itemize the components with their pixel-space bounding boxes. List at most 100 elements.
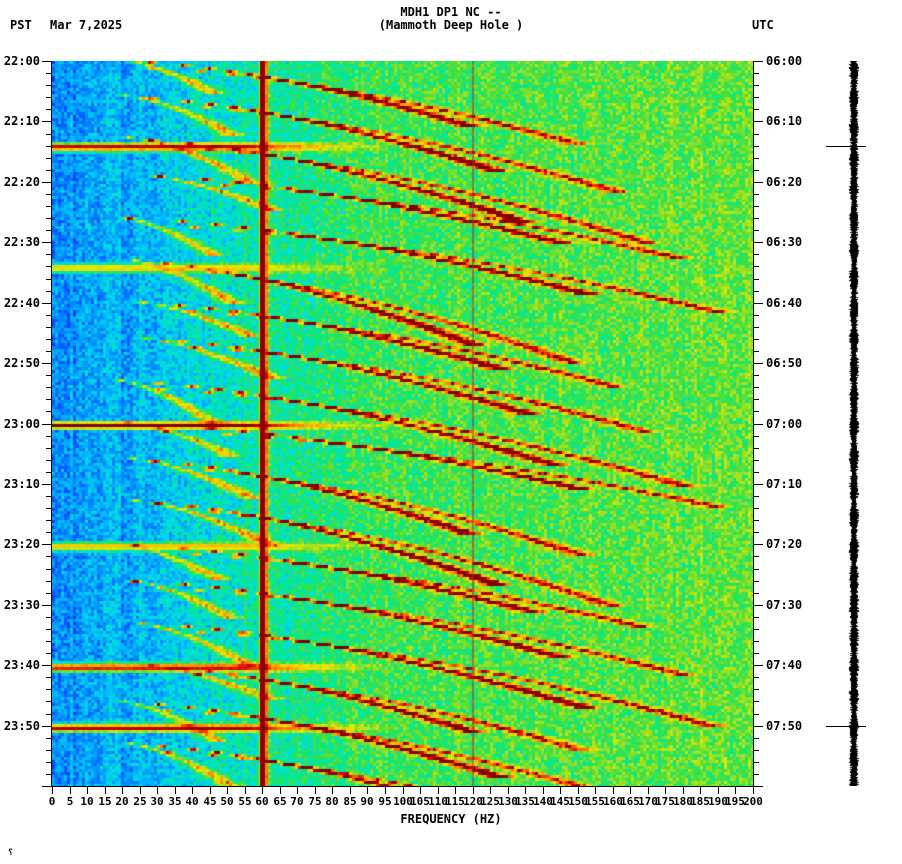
time-tick-minor (46, 701, 52, 702)
time-tick-major (42, 303, 52, 304)
frequency-tick-label: 25 (133, 795, 147, 808)
time-tick-minor (46, 85, 52, 86)
time-tick-minor (753, 194, 759, 195)
time-tick-minor (46, 520, 52, 521)
time-label-utc: 07:50 (766, 718, 803, 733)
time-tick-minor (753, 436, 759, 437)
time-label-pst: 23:50 (3, 718, 40, 733)
time-tick-major (753, 363, 763, 364)
frequency-tick (192, 786, 193, 794)
timezone-label-left: PST (10, 18, 32, 32)
timezone-label-right: UTC (752, 18, 774, 32)
time-tick-minor (46, 593, 52, 594)
frequency-tick-label: 160 (603, 795, 623, 808)
time-tick-major (753, 242, 763, 243)
time-tick-minor (46, 411, 52, 412)
spectrogram-canvas (52, 61, 753, 786)
time-tick-major (753, 484, 763, 485)
time-tick-major (753, 61, 763, 62)
frequency-tick-label: 15 (98, 795, 112, 808)
time-tick-major (753, 726, 763, 727)
time-tick-minor (753, 496, 759, 497)
time-label-pst: 22:40 (3, 295, 40, 310)
time-tick-minor (46, 581, 52, 582)
time-tick-minor (753, 689, 759, 690)
frequency-tick (403, 786, 404, 794)
time-tick-minor (753, 532, 759, 533)
time-tick-minor (753, 641, 759, 642)
frequency-tick-label: 85 (343, 795, 357, 808)
time-tick-minor (46, 315, 52, 316)
time-tick-minor (46, 387, 52, 388)
frequency-tick (87, 786, 88, 794)
time-tick-minor (753, 750, 759, 751)
frequency-tick (560, 786, 561, 794)
time-tick-minor (46, 508, 52, 509)
time-tick-minor (753, 375, 759, 376)
frequency-tick-label: 150 (568, 795, 588, 808)
time-tick-minor (753, 230, 759, 231)
frequency-tick-label: 100 (393, 795, 413, 808)
time-tick-minor (46, 617, 52, 618)
time-tick-minor (46, 629, 52, 630)
time-tick-minor (753, 738, 759, 739)
frequency-tick (420, 786, 421, 794)
time-tick-minor (753, 593, 759, 594)
time-tick-minor (753, 218, 759, 219)
time-tick-minor (46, 194, 52, 195)
time-tick-major (42, 363, 52, 364)
time-tick-minor (753, 520, 759, 521)
time-tick-major (42, 182, 52, 183)
time-label-utc: 06:00 (766, 54, 803, 68)
frequency-tick-label: 115 (445, 795, 465, 808)
time-tick-major (42, 786, 52, 787)
time-tick-major (753, 786, 763, 787)
time-tick-minor (46, 532, 52, 533)
time-tick-major (753, 424, 763, 425)
time-label-utc: 07:30 (766, 597, 803, 612)
station-title-line2: (Mammoth Deep Hole ) (378, 18, 524, 32)
time-tick-minor (753, 146, 759, 147)
time-tick-major (753, 121, 763, 122)
time-tick-minor (46, 339, 52, 340)
frequency-tick (490, 786, 491, 794)
frequency-tick-label: 195 (725, 795, 745, 808)
time-tick-minor (46, 653, 52, 654)
frequency-tick-label: 200 (743, 795, 763, 808)
time-label-pst: 23:20 (3, 537, 40, 552)
time-tick-minor (753, 387, 759, 388)
time-tick-minor (753, 629, 759, 630)
frequency-tick (700, 786, 701, 794)
spectrogram-plot[interactable] (52, 61, 753, 786)
frequency-tick-label: 10 (80, 795, 94, 808)
time-label-pst: 22:30 (3, 235, 40, 250)
time-tick-minor (753, 339, 759, 340)
frequency-tick (613, 786, 614, 794)
frequency-tick-label: 110 (428, 795, 448, 808)
time-tick-minor (753, 73, 759, 74)
time-tick-minor (46, 472, 52, 473)
frequency-tick-label: 140 (533, 795, 553, 808)
time-tick-minor (753, 581, 759, 582)
frequency-tick-label: 35 (168, 795, 182, 808)
frequency-tick-label: 130 (498, 795, 518, 808)
frequency-tick (578, 786, 579, 794)
frequency-tick (332, 786, 333, 794)
frequency-tick (297, 786, 298, 794)
time-tick-minor (46, 279, 52, 280)
time-tick-minor (46, 206, 52, 207)
time-tick-minor (46, 448, 52, 449)
time-tick-major (753, 605, 763, 606)
time-label-pst: 23:40 (3, 658, 40, 673)
time-tick-minor (46, 73, 52, 74)
time-tick-minor (46, 266, 52, 267)
time-tick-minor (46, 774, 52, 775)
time-tick-minor (753, 399, 759, 400)
frequency-axis-label: FREQUENCY (HZ) (400, 812, 502, 826)
frequency-tick-label: 180 (673, 795, 693, 808)
time-tick-minor (753, 109, 759, 110)
frequency-tick-label: 50 (220, 795, 234, 808)
time-label-pst: 23:10 (3, 476, 40, 491)
time-tick-minor (46, 750, 52, 751)
helicorder-trace-canvas (845, 61, 863, 786)
